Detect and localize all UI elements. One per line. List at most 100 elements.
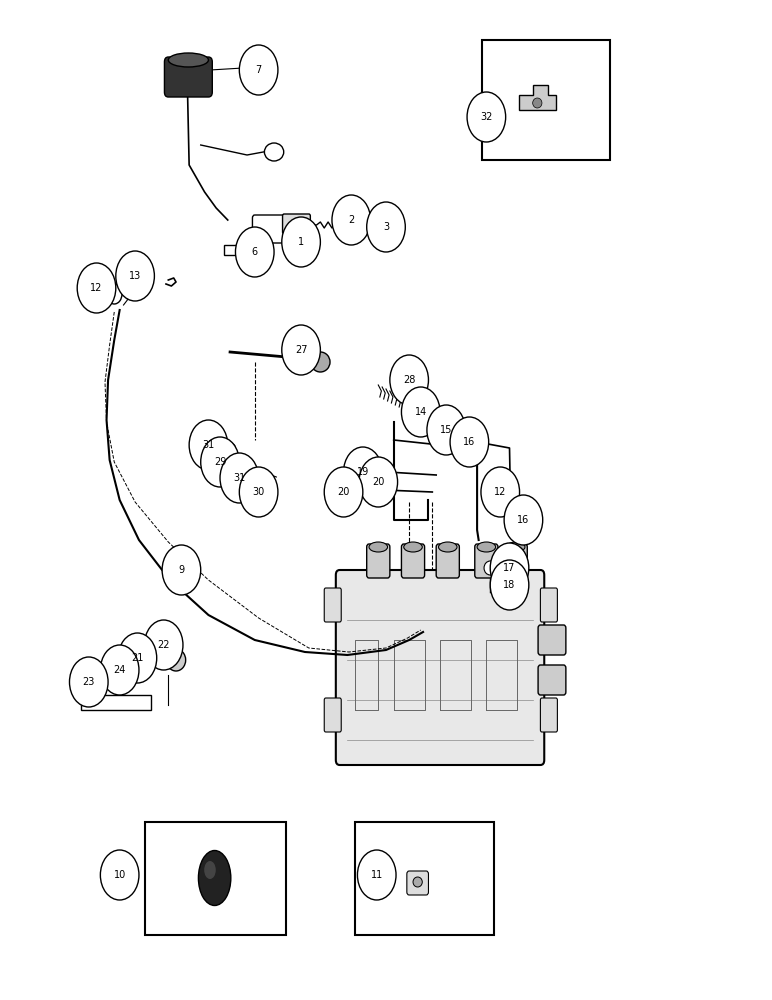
Ellipse shape — [264, 143, 283, 161]
Ellipse shape — [438, 542, 457, 552]
Ellipse shape — [127, 673, 136, 683]
Text: 13: 13 — [129, 271, 141, 281]
Text: 24: 24 — [113, 665, 126, 675]
Circle shape — [450, 417, 489, 467]
Circle shape — [100, 850, 139, 900]
Text: 22: 22 — [157, 640, 170, 650]
Text: 31: 31 — [233, 473, 245, 483]
Text: 17: 17 — [503, 563, 516, 573]
FancyBboxPatch shape — [475, 544, 498, 578]
Circle shape — [201, 437, 239, 487]
Circle shape — [401, 387, 440, 437]
Text: 29: 29 — [214, 457, 226, 467]
Ellipse shape — [167, 649, 185, 671]
Ellipse shape — [225, 443, 235, 453]
Text: 7: 7 — [256, 65, 262, 75]
FancyBboxPatch shape — [504, 544, 527, 578]
Ellipse shape — [350, 470, 360, 480]
Circle shape — [239, 467, 278, 517]
Text: 16: 16 — [517, 515, 530, 525]
Polygon shape — [224, 245, 239, 255]
Text: 1: 1 — [298, 237, 304, 247]
Circle shape — [324, 467, 363, 517]
Text: 23: 23 — [83, 677, 95, 687]
FancyBboxPatch shape — [407, 871, 428, 895]
Circle shape — [504, 495, 543, 545]
Text: 3: 3 — [383, 222, 389, 232]
Text: 9: 9 — [178, 565, 185, 575]
Ellipse shape — [168, 53, 208, 67]
Ellipse shape — [404, 542, 422, 552]
Circle shape — [481, 467, 520, 517]
Ellipse shape — [350, 487, 360, 497]
Text: 32: 32 — [480, 112, 493, 122]
FancyBboxPatch shape — [540, 588, 557, 622]
Ellipse shape — [198, 850, 231, 906]
FancyBboxPatch shape — [283, 214, 310, 234]
Text: 20: 20 — [372, 477, 384, 487]
FancyBboxPatch shape — [324, 698, 341, 732]
Circle shape — [490, 543, 529, 593]
Text: 15: 15 — [440, 425, 452, 435]
Circle shape — [144, 620, 183, 670]
FancyBboxPatch shape — [538, 665, 566, 695]
Text: 14: 14 — [415, 407, 427, 417]
FancyBboxPatch shape — [538, 625, 566, 655]
FancyBboxPatch shape — [436, 544, 459, 578]
Circle shape — [357, 850, 396, 900]
Circle shape — [490, 560, 529, 610]
Text: 11: 11 — [371, 870, 383, 880]
Text: 31: 31 — [202, 440, 215, 450]
Circle shape — [189, 420, 228, 470]
Text: 18: 18 — [503, 580, 516, 590]
Ellipse shape — [413, 877, 422, 887]
Ellipse shape — [147, 661, 154, 669]
Ellipse shape — [506, 542, 525, 552]
Circle shape — [282, 217, 320, 267]
Circle shape — [100, 645, 139, 695]
Text: 12: 12 — [90, 283, 103, 293]
Circle shape — [390, 355, 428, 405]
Text: 16: 16 — [463, 437, 476, 447]
Ellipse shape — [257, 475, 268, 485]
Ellipse shape — [477, 542, 496, 552]
FancyBboxPatch shape — [324, 588, 341, 622]
Circle shape — [332, 195, 371, 245]
Circle shape — [77, 263, 116, 313]
Text: 12: 12 — [494, 487, 506, 497]
Ellipse shape — [369, 542, 388, 552]
FancyBboxPatch shape — [336, 570, 544, 765]
Circle shape — [235, 227, 274, 277]
Text: 30: 30 — [252, 487, 265, 497]
Circle shape — [118, 633, 157, 683]
Circle shape — [69, 657, 108, 707]
Circle shape — [220, 453, 259, 503]
Circle shape — [344, 447, 382, 497]
Text: 27: 27 — [295, 345, 307, 355]
FancyBboxPatch shape — [540, 698, 557, 732]
FancyBboxPatch shape — [252, 215, 300, 243]
Ellipse shape — [310, 352, 330, 372]
Ellipse shape — [240, 460, 251, 470]
Circle shape — [427, 405, 466, 455]
Polygon shape — [81, 695, 151, 710]
Circle shape — [162, 545, 201, 595]
Ellipse shape — [484, 561, 496, 575]
Circle shape — [282, 325, 320, 375]
Text: 21: 21 — [131, 653, 144, 663]
FancyBboxPatch shape — [164, 57, 212, 97]
Circle shape — [116, 251, 154, 301]
Text: 19: 19 — [357, 467, 369, 477]
Circle shape — [367, 202, 405, 252]
Text: 2: 2 — [348, 215, 354, 225]
Ellipse shape — [533, 98, 542, 108]
Text: 28: 28 — [403, 375, 415, 385]
Text: 6: 6 — [252, 247, 258, 257]
Circle shape — [239, 45, 278, 95]
FancyBboxPatch shape — [367, 544, 390, 578]
Text: 20: 20 — [337, 487, 350, 497]
Text: 10: 10 — [113, 870, 126, 880]
Ellipse shape — [204, 861, 215, 879]
Ellipse shape — [107, 284, 122, 304]
Circle shape — [467, 92, 506, 142]
